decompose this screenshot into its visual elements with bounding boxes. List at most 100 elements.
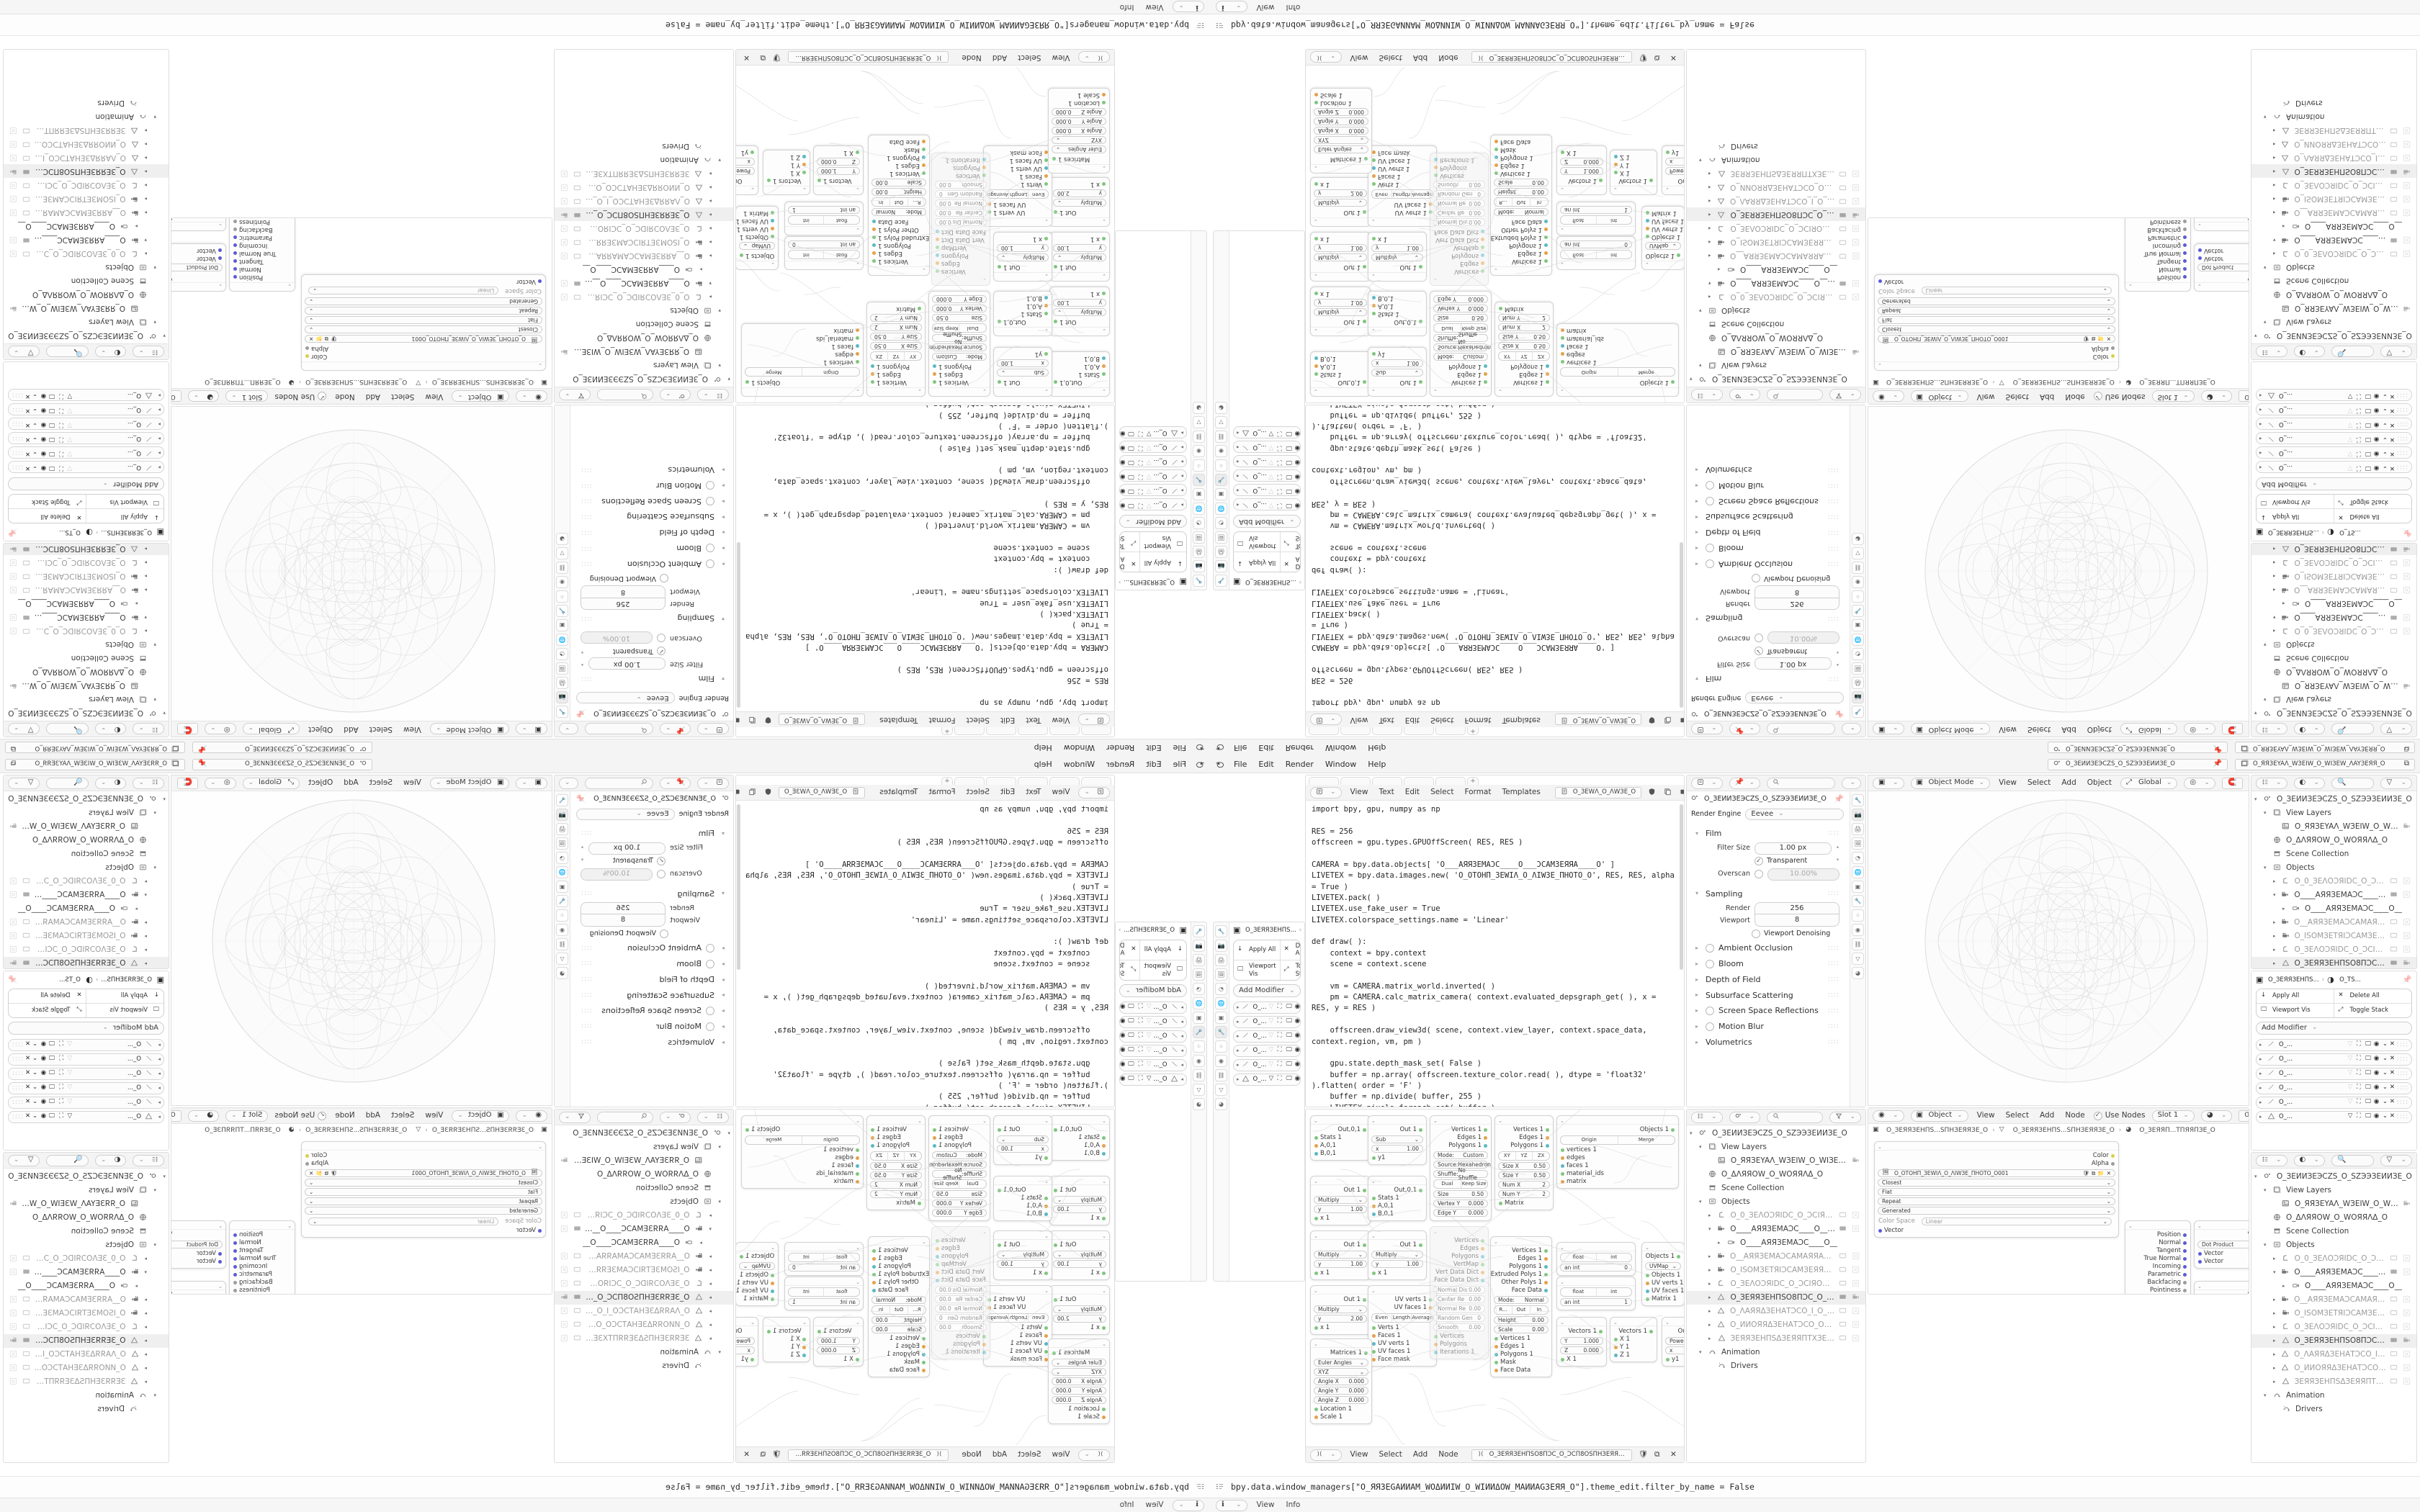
close-icon[interactable]: ✕: [25, 1068, 31, 1076]
chevron-down-icon[interactable]: ⌄: [1645, 1244, 1649, 1251]
shader-menu-view[interactable]: View: [1976, 392, 1995, 402]
monitor-on-icon[interactable]: [572, 278, 581, 287]
node-number-field[interactable]: Center Re 0.00: [935, 1295, 987, 1303]
ssr-checkbox[interactable]: [706, 1007, 714, 1016]
tab-material[interactable]: ◕: [1193, 402, 1205, 414]
disclosure-triangle-icon[interactable]: ▾: [1690, 375, 1693, 382]
socket-dot[interactable]: [1614, 171, 1618, 174]
disclosure-triangle-icon[interactable]: ▸: [2259, 421, 2262, 428]
chevron-down-icon[interactable]: ⌄: [1115, 500, 1116, 509]
monitor-icon[interactable]: [2390, 1309, 2399, 1318]
operation-select[interactable]: Dot Product⌄: [2197, 1241, 2249, 1248]
toggle-stack-button[interactable]: ⤢ Toggle Stack: [31, 498, 82, 507]
disclosure-triangle-icon[interactable]: ▸: [709, 1267, 712, 1274]
node-number-field[interactable]: Y 1.000: [1560, 167, 1603, 175]
shader-menu-view[interactable]: View: [425, 1110, 444, 1120]
segment-option[interactable]: R...: [913, 1307, 921, 1313]
outliner-row[interactable]: ▸O_ISOMЗETЯIƆCAMЗEЯЯA_O_: [4, 1307, 169, 1320]
disclosure-triangle-icon[interactable]: ▸: [2273, 181, 2276, 188]
node-number-field[interactable]: an int 0: [788, 240, 860, 249]
node-segmented-control[interactable]: XY YZ ZX: [1498, 1151, 1550, 1161]
snap-toggle[interactable]: 🧲: [2221, 777, 2243, 789]
disclosure-triangle-icon[interactable]: ▸: [144, 878, 147, 885]
monitor-icon[interactable]: [572, 168, 581, 178]
socket-dot[interactable]: [1481, 1247, 1484, 1251]
outliner-row[interactable]: ▸O_ЗЕЯЯЗЕНΠSO8ΠƆC_O_ƆCΠ: [555, 1291, 733, 1305]
tab-material[interactable]: ◕: [556, 967, 568, 979]
viewport-menu-select[interactable]: Select: [2027, 778, 2051, 787]
shader-node-canvas[interactable]: ⌄ Color Alpha 🖼 O_OTOHΠ_ЗEWIΛ_O_ΛIWЗE_ΠH…: [171, 218, 552, 372]
chevron-down-icon[interactable]: ⌄: [1498, 388, 1502, 395]
segment-option[interactable]: Origin: [1581, 1137, 1597, 1143]
node-segmented-control[interactable]: float int: [788, 215, 860, 225]
disclosure-triangle-icon[interactable]: ▸: [2259, 464, 2262, 471]
viewport-vis-button[interactable]: 🖵 Viewport Vis: [1234, 960, 1281, 981]
socket-dot[interactable]: [1419, 265, 1422, 269]
socket-dot[interactable]: [1102, 1326, 1106, 1330]
nodes-icon[interactable]: ▽: [1268, 429, 1274, 437]
status-menu-view[interactable]: View: [1145, 1500, 1164, 1509]
geometry-node[interactable]: ⌄ Vertices Edges Polygons VertMap Vert Data D…: [931, 153, 990, 286]
edit-mode-icon[interactable]: ⛶: [1138, 1017, 1143, 1025]
tab-material[interactable]: ◕: [1215, 1098, 1227, 1110]
editor-type-selector[interactable]: [1078, 714, 1110, 726]
text-menu-text[interactable]: Text: [1026, 787, 1041, 796]
outliner-row[interactable]: ▸O_0_ЗЕΛОƆЯIDC_O_ƆCIЯOƆΛ: [2251, 624, 2416, 637]
delete-all-button[interactable]: ✕ Delete All: [1119, 940, 1140, 960]
node-input-socket[interactable]: x 1: [994, 235, 1052, 243]
text-tab-5[interactable]: [1435, 777, 1466, 785]
monitor-icon[interactable]: [21, 248, 30, 258]
disclosure-triangle-icon[interactable]: ▸: [1718, 266, 1721, 272]
socket-dot[interactable]: [771, 1290, 774, 1293]
disclosure-triangle-icon[interactable]: ▸: [2273, 195, 2276, 202]
node-value-field[interactable]: Mode: Custom: [932, 353, 987, 361]
disclosure-triangle-icon[interactable]: ▸: [709, 1281, 712, 1287]
add-modifier-button[interactable]: Add Modifier: [1119, 514, 1187, 528]
outliner-row[interactable]: ▾ O_ЗЕИИЗЕЭСZS_O_SZЭЭЗЕИИЗЕ_O: [555, 1127, 733, 1140]
socket-dot[interactable]: [1494, 148, 1498, 152]
node-value-field[interactable]: Shuffle: No Shuffle: [932, 1167, 987, 1181]
render-engine-select[interactable]: Eevee: [576, 692, 675, 704]
node-input-socket[interactable]: Face Data: [869, 138, 929, 145]
disclosure-triangle-icon[interactable]: ▾: [153, 264, 156, 270]
socket-dot[interactable]: [1646, 227, 1649, 230]
disclosure-triangle-icon[interactable]: ▸: [1180, 472, 1183, 479]
segment-option[interactable]: YZ: [887, 352, 905, 360]
properties-pin-toggle[interactable]: 📌: [1729, 723, 1761, 735]
socket-dot[interactable]: [1102, 237, 1106, 240]
close-icon[interactable]: ✕: [25, 1054, 31, 1062]
socket-dot[interactable]: [871, 364, 874, 368]
text-editor-scrollbar[interactable]: [1680, 542, 1683, 708]
delete-all-button[interactable]: ✕ Delete All: [9, 508, 86, 523]
socket-dot[interactable]: [740, 253, 743, 257]
outliner-row[interactable]: ▸O_ISOMЗETЯIƆCAMЗEЯЯA_O_: [4, 192, 169, 205]
socket-vector[interactable]: Vector: [1875, 1227, 2118, 1235]
outliner-row[interactable]: ▸ЗЕЯЯЗЕНΠSΔЗЕЯЯΠTXЗETOT: [4, 123, 169, 137]
node-value-field[interactable]: Shuffle: No Shuffle: [932, 332, 987, 345]
camera-icon[interactable]: [1852, 346, 1861, 356]
tab-particles[interactable]: ⁘: [556, 909, 568, 922]
render-off-icon[interactable]: [8, 1268, 17, 1277]
node-value-field[interactable]: Shuffle: No Shuffle: [1433, 1167, 1488, 1181]
outliner-row[interactable]: ▾ Objects: [4, 1238, 169, 1252]
render-icon[interactable]: ◉: [1120, 1032, 1126, 1040]
outliner-row[interactable]: ▸O__AЯЯЗЕМAƆCAMAЯЯAИИAΠ_: [4, 1293, 169, 1307]
segment-option[interactable]: YZ: [887, 1152, 905, 1160]
modifier-row[interactable]: ▸O_...▽⛶🖵◉⌄✕::::: [2256, 1053, 2412, 1066]
chevron-down-icon[interactable]: ⌄: [982, 1117, 987, 1124]
geometry-node[interactable]: ⌄ UV verts 1 UV faces 1 Even Length Average Ve…: [983, 145, 1052, 227]
segment-option[interactable]: YZ: [1515, 1152, 1533, 1160]
nodes-icon[interactable]: ▽: [67, 1083, 73, 1091]
node-output-socket[interactable]: Edges 1: [869, 1255, 929, 1263]
edit-mode-icon[interactable]: ⛶: [2356, 450, 2361, 458]
socket-dot[interactable]: [1372, 1205, 1376, 1208]
realtime-icon[interactable]: 🖵: [1286, 487, 1292, 495]
socket-dot[interactable]: [856, 1179, 859, 1184]
shield-fake-user-icon[interactable]: 🛡: [2082, 336, 2089, 343]
node-value-field[interactable]: Mode: Custom: [1433, 353, 1488, 361]
realtime-icon[interactable]: 🖵: [1128, 472, 1134, 480]
chevron-down-icon[interactable]: ⌄: [1304, 500, 1305, 509]
node-math-divide[interactable]: ⌄ Value Divide⌄ Clamp: [171, 218, 226, 231]
use-nodes-checkbox[interactable]: [318, 1111, 327, 1120]
